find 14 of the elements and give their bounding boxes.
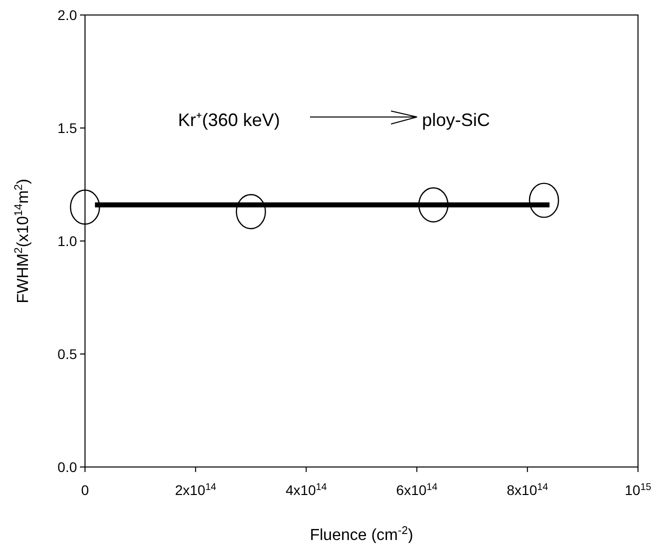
- annotation: Kr⁺(360 keV): [178, 110, 280, 130]
- x-tick-label: 10$^{15}$: [624, 482, 652, 498]
- y-tick-label: 0.5: [58, 346, 78, 362]
- x-tick-label: 2x10$^{14}$: [174, 482, 217, 498]
- x-tick-label: 0: [81, 482, 90, 498]
- y-tick-label: 0.0: [58, 459, 78, 475]
- annotation: ploy-SiC: [422, 110, 490, 130]
- y-tick-label: 1.0: [58, 233, 78, 249]
- x-tick-label: 4x10$^{14}$: [286, 482, 328, 498]
- y-tick-label: 2.0: [58, 7, 78, 23]
- x-axis-title: Fluence (cm$^{-2}$): [310, 525, 414, 544]
- x-tick-label: 6x10$^{14}$: [396, 482, 438, 498]
- y-tick-label: 1.5: [58, 120, 78, 136]
- x-tick-label: 8x10$^{14}$: [506, 482, 549, 498]
